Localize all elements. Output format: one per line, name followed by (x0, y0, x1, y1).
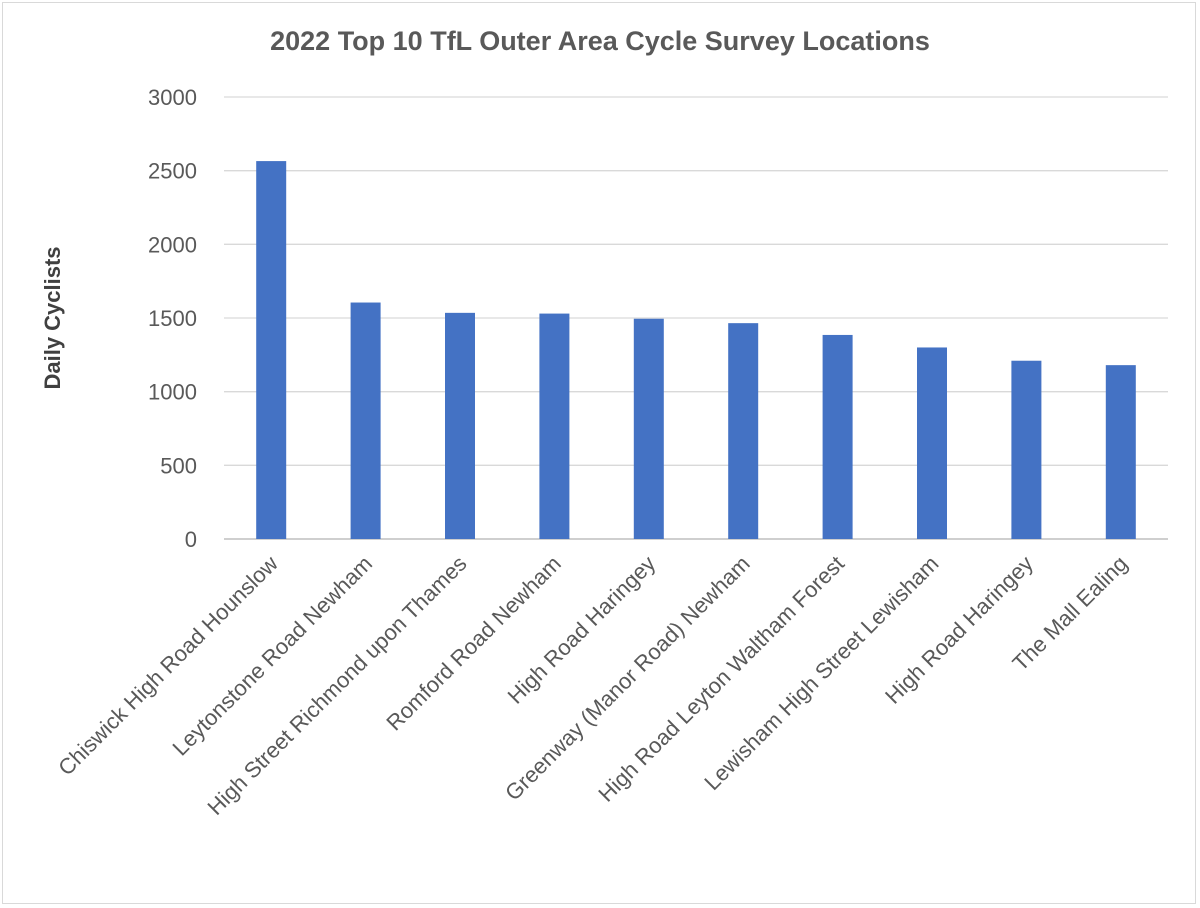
bar (445, 312, 475, 539)
bar (256, 161, 287, 539)
y-tick-label: 2500 (148, 159, 197, 184)
bar (539, 313, 570, 539)
y-tick-label: 3000 (148, 85, 197, 110)
x-tick-label: Romford Road Newham (381, 551, 566, 736)
y-tick-label: 2000 (148, 232, 197, 257)
bar (728, 323, 759, 539)
x-tick-label: Leytonstone Road Newham (167, 551, 377, 761)
chart-title: 2022 Top 10 TfL Outer Area Cycle Survey … (270, 26, 930, 56)
bar (822, 334, 853, 539)
bar (633, 318, 664, 539)
bars (256, 161, 1136, 539)
bar (1105, 365, 1136, 539)
y-axis-label: Daily Cyclists (40, 246, 65, 389)
y-axis-ticks: 0 500 1000 1500 2000 2500 3000 (148, 85, 197, 552)
y-tick-label: 0 (185, 527, 197, 552)
gridlines (224, 96, 1168, 540)
y-tick-label: 1000 (148, 380, 197, 405)
y-tick-label: 1500 (148, 306, 197, 331)
y-tick-label: 500 (160, 453, 197, 478)
bar (1011, 360, 1042, 539)
bar (350, 302, 381, 539)
bar (917, 347, 947, 539)
